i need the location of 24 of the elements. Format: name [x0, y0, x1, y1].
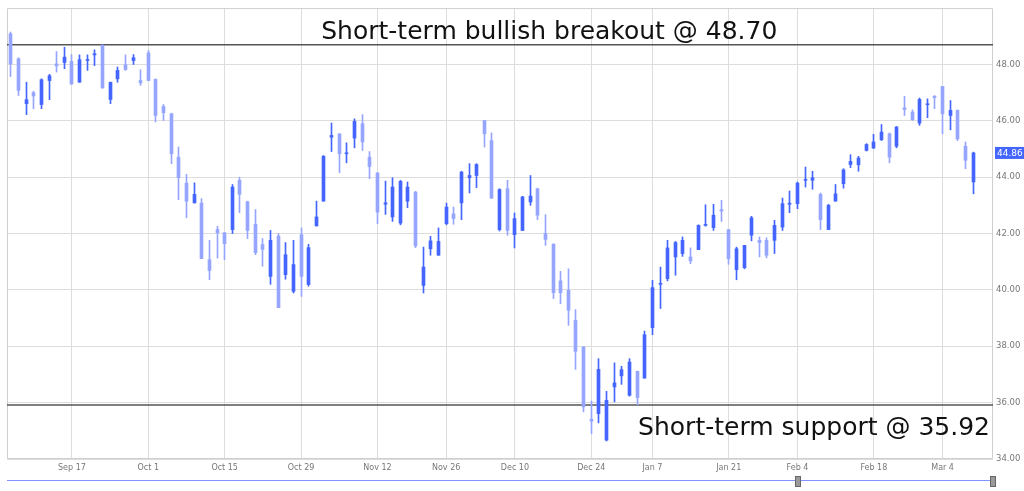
y-tick-label: 48.00 — [996, 58, 1021, 69]
ref-line-label: Short-term support @ 35.92 — [638, 411, 990, 441]
y-tick-label: 40.00 — [996, 284, 1021, 295]
y-tick-label: 42.00 — [996, 227, 1021, 238]
x-tick-label: Oct 15 — [211, 462, 238, 472]
y-tick-label: 36.00 — [996, 396, 1021, 407]
x-tick-label: Sep 17 — [58, 462, 86, 472]
x-tick-label: Mar 4 — [931, 462, 954, 472]
x-tick-label: Jan 7 — [641, 462, 663, 472]
x-tick-label: Dec 24 — [577, 462, 606, 472]
x-tick-label: Oct 29 — [287, 462, 315, 472]
ref-line-label: Short-term bullish breakout @ 48.70 — [321, 15, 778, 45]
x-tick-label: Dec 10 — [500, 462, 529, 472]
x-tick-label: Nov 26 — [431, 462, 461, 472]
x-tick-label: Jan 21 — [715, 462, 742, 472]
text: 44.86 — [997, 147, 1024, 158]
y-tick-label: 34.00 — [996, 453, 1021, 464]
x-tick-label: Feb 4 — [786, 462, 809, 472]
y-tick-label: 44.00 — [996, 171, 1021, 182]
y-tick-label: 46.00 — [996, 115, 1021, 126]
y-tick-label: 38.00 — [996, 340, 1021, 351]
x-tick-label: Nov 12 — [363, 462, 392, 472]
x-tick-label: Oct 1 — [137, 462, 160, 472]
x-tick-label: Feb 18 — [860, 462, 888, 472]
